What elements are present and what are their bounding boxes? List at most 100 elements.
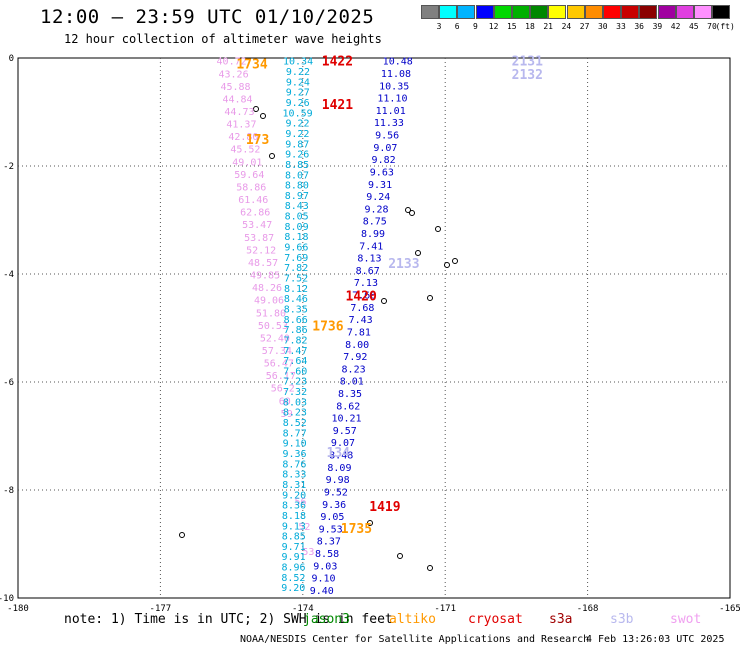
island-outline <box>405 207 411 213</box>
wave-height-value: 10.21 <box>331 414 361 425</box>
wave-height-value: 7.60 <box>283 366 307 377</box>
legend-swatch <box>621 5 640 19</box>
wave-height-value: 8.33 <box>282 470 306 481</box>
wave-height-value: 48.57 <box>248 258 278 269</box>
wave-height-value: 7.92 <box>343 352 367 363</box>
wave-height-value: 8.31 <box>282 480 306 491</box>
wave-height-value: 53 <box>302 547 314 558</box>
wave-height-value: 7.82 <box>283 335 307 346</box>
island-outline <box>409 210 415 216</box>
wave-height-value: 44.73 <box>224 107 254 118</box>
wave-height-value: 51.80 <box>256 308 286 319</box>
wave-height-value: 8.03 <box>283 397 307 408</box>
mission-cryosat: cryosat <box>468 612 523 627</box>
wave-height-value: 8.00 <box>345 340 369 351</box>
wave-height-value: 10.59 <box>283 108 313 119</box>
wave-height-value: 9.52 <box>324 487 348 498</box>
wave-height-value: 42.80 <box>228 132 258 143</box>
mission-altiko: altiko <box>389 612 436 627</box>
track-label: 1420 <box>346 290 377 305</box>
wave-height-value: 7.52 <box>284 273 308 284</box>
generated-date: 4 Feb 13:26:03 UTC 2025 <box>586 634 725 645</box>
island-outline <box>444 262 450 268</box>
wave-height-value: 9.22 <box>285 129 309 140</box>
legend-label: 9 <box>472 22 478 31</box>
legend-label: 12 <box>488 22 499 31</box>
graticule <box>18 58 730 598</box>
wave-height-value: 9.24 <box>366 192 390 203</box>
island-outline <box>253 106 259 112</box>
wave-height-value: 8.18 <box>282 511 306 522</box>
wave-height-value: 43.26 <box>219 69 249 80</box>
legend-label: 6 <box>454 22 460 31</box>
wave-height-value: 8.09 <box>327 463 351 474</box>
mission-jason3: jason3 <box>303 612 350 627</box>
legend-swatch <box>657 5 676 19</box>
wave-height-value: 45.52 <box>230 145 260 156</box>
wave-height-value: 60 <box>279 396 291 407</box>
wave-height-value: 9.91 <box>282 552 306 563</box>
wave-height-value: 9.71 <box>282 542 306 553</box>
legend-swatch <box>530 5 549 19</box>
legend-label: 21 <box>543 22 553 31</box>
legend-swatch <box>603 5 621 19</box>
wave-height-value: 8.67 <box>356 266 380 277</box>
lat-tick-label: -10 <box>0 594 14 604</box>
wave-height-value: 56.2 <box>271 384 295 395</box>
lon-tick-label: -165 <box>719 604 740 614</box>
legend-label: 24 <box>561 22 572 31</box>
lat-tick-label: 0 <box>9 54 14 64</box>
legend-swatch <box>566 5 585 19</box>
wave-height-value: 8.23 <box>342 364 366 375</box>
wave-height-value: 8.05 <box>285 212 309 223</box>
wave-height-value: 44.84 <box>222 94 252 105</box>
track-label: 1419 <box>369 500 400 515</box>
wave-height-value: 8.09 <box>285 222 309 233</box>
wave-height-value: 9.22 <box>286 67 310 78</box>
island-outline <box>381 298 387 304</box>
wave-height-value: 52.12 <box>246 245 276 256</box>
map-frame <box>17 57 731 599</box>
legend-swatch <box>493 5 512 19</box>
lat-tick-label: -2 <box>3 162 14 172</box>
legend-swatch <box>694 5 712 19</box>
legend-label: 18 <box>525 22 535 31</box>
wave-height-value: 7.32 <box>283 387 307 398</box>
wave-height-value: 9.07 <box>373 143 397 154</box>
track-label: 2133 <box>388 257 419 272</box>
legend-swatch <box>457 5 476 19</box>
wave-height-value: 9.26 <box>285 150 309 161</box>
wave-height-value: 58.86 <box>236 182 266 193</box>
wave-height-value: 8.76 <box>282 459 306 470</box>
wave-height-value: 59 <box>281 409 293 420</box>
wave-height-value: 8.48 <box>329 451 353 462</box>
wave-height-value: 41.37 <box>226 120 256 131</box>
legend-label: 3 <box>436 22 442 31</box>
island-outline <box>435 226 441 232</box>
lat-tick-label: -8 <box>3 486 14 496</box>
wave-height-value: 8.52 <box>283 418 307 429</box>
wave-height-value: 8.58 <box>315 549 339 560</box>
wave-height-value: 7.81 <box>347 327 371 338</box>
track-label: 1736 <box>312 319 343 334</box>
wave-height-value: 9.27 <box>286 88 310 99</box>
track-label: 2131 <box>512 55 543 70</box>
island-outline <box>397 553 403 559</box>
map-subtitle: 12 hour collection of altimeter wave hei… <box>64 32 382 46</box>
wave-height-value: 9.31 <box>368 180 392 191</box>
wave-height-value: 7.66 <box>352 291 376 302</box>
wave-height-value: 8.96 <box>281 563 305 574</box>
wave-height-value: 56.17 <box>266 371 296 382</box>
wave-height-value: 9.63 <box>370 167 394 178</box>
wave-height-value: 9.82 <box>372 155 396 166</box>
legend-label: 15 <box>506 22 517 31</box>
wave-height-value: 49.06 <box>254 296 284 307</box>
wave-height-value: 8.01 <box>340 377 364 388</box>
wave-height-value: 8.85 <box>285 160 309 171</box>
map-title: 12:00 – 23:59 UTC 01/10/2025 <box>40 6 375 28</box>
track-label: 134 <box>327 446 351 461</box>
wave-height-value: 7.23 <box>283 377 307 388</box>
